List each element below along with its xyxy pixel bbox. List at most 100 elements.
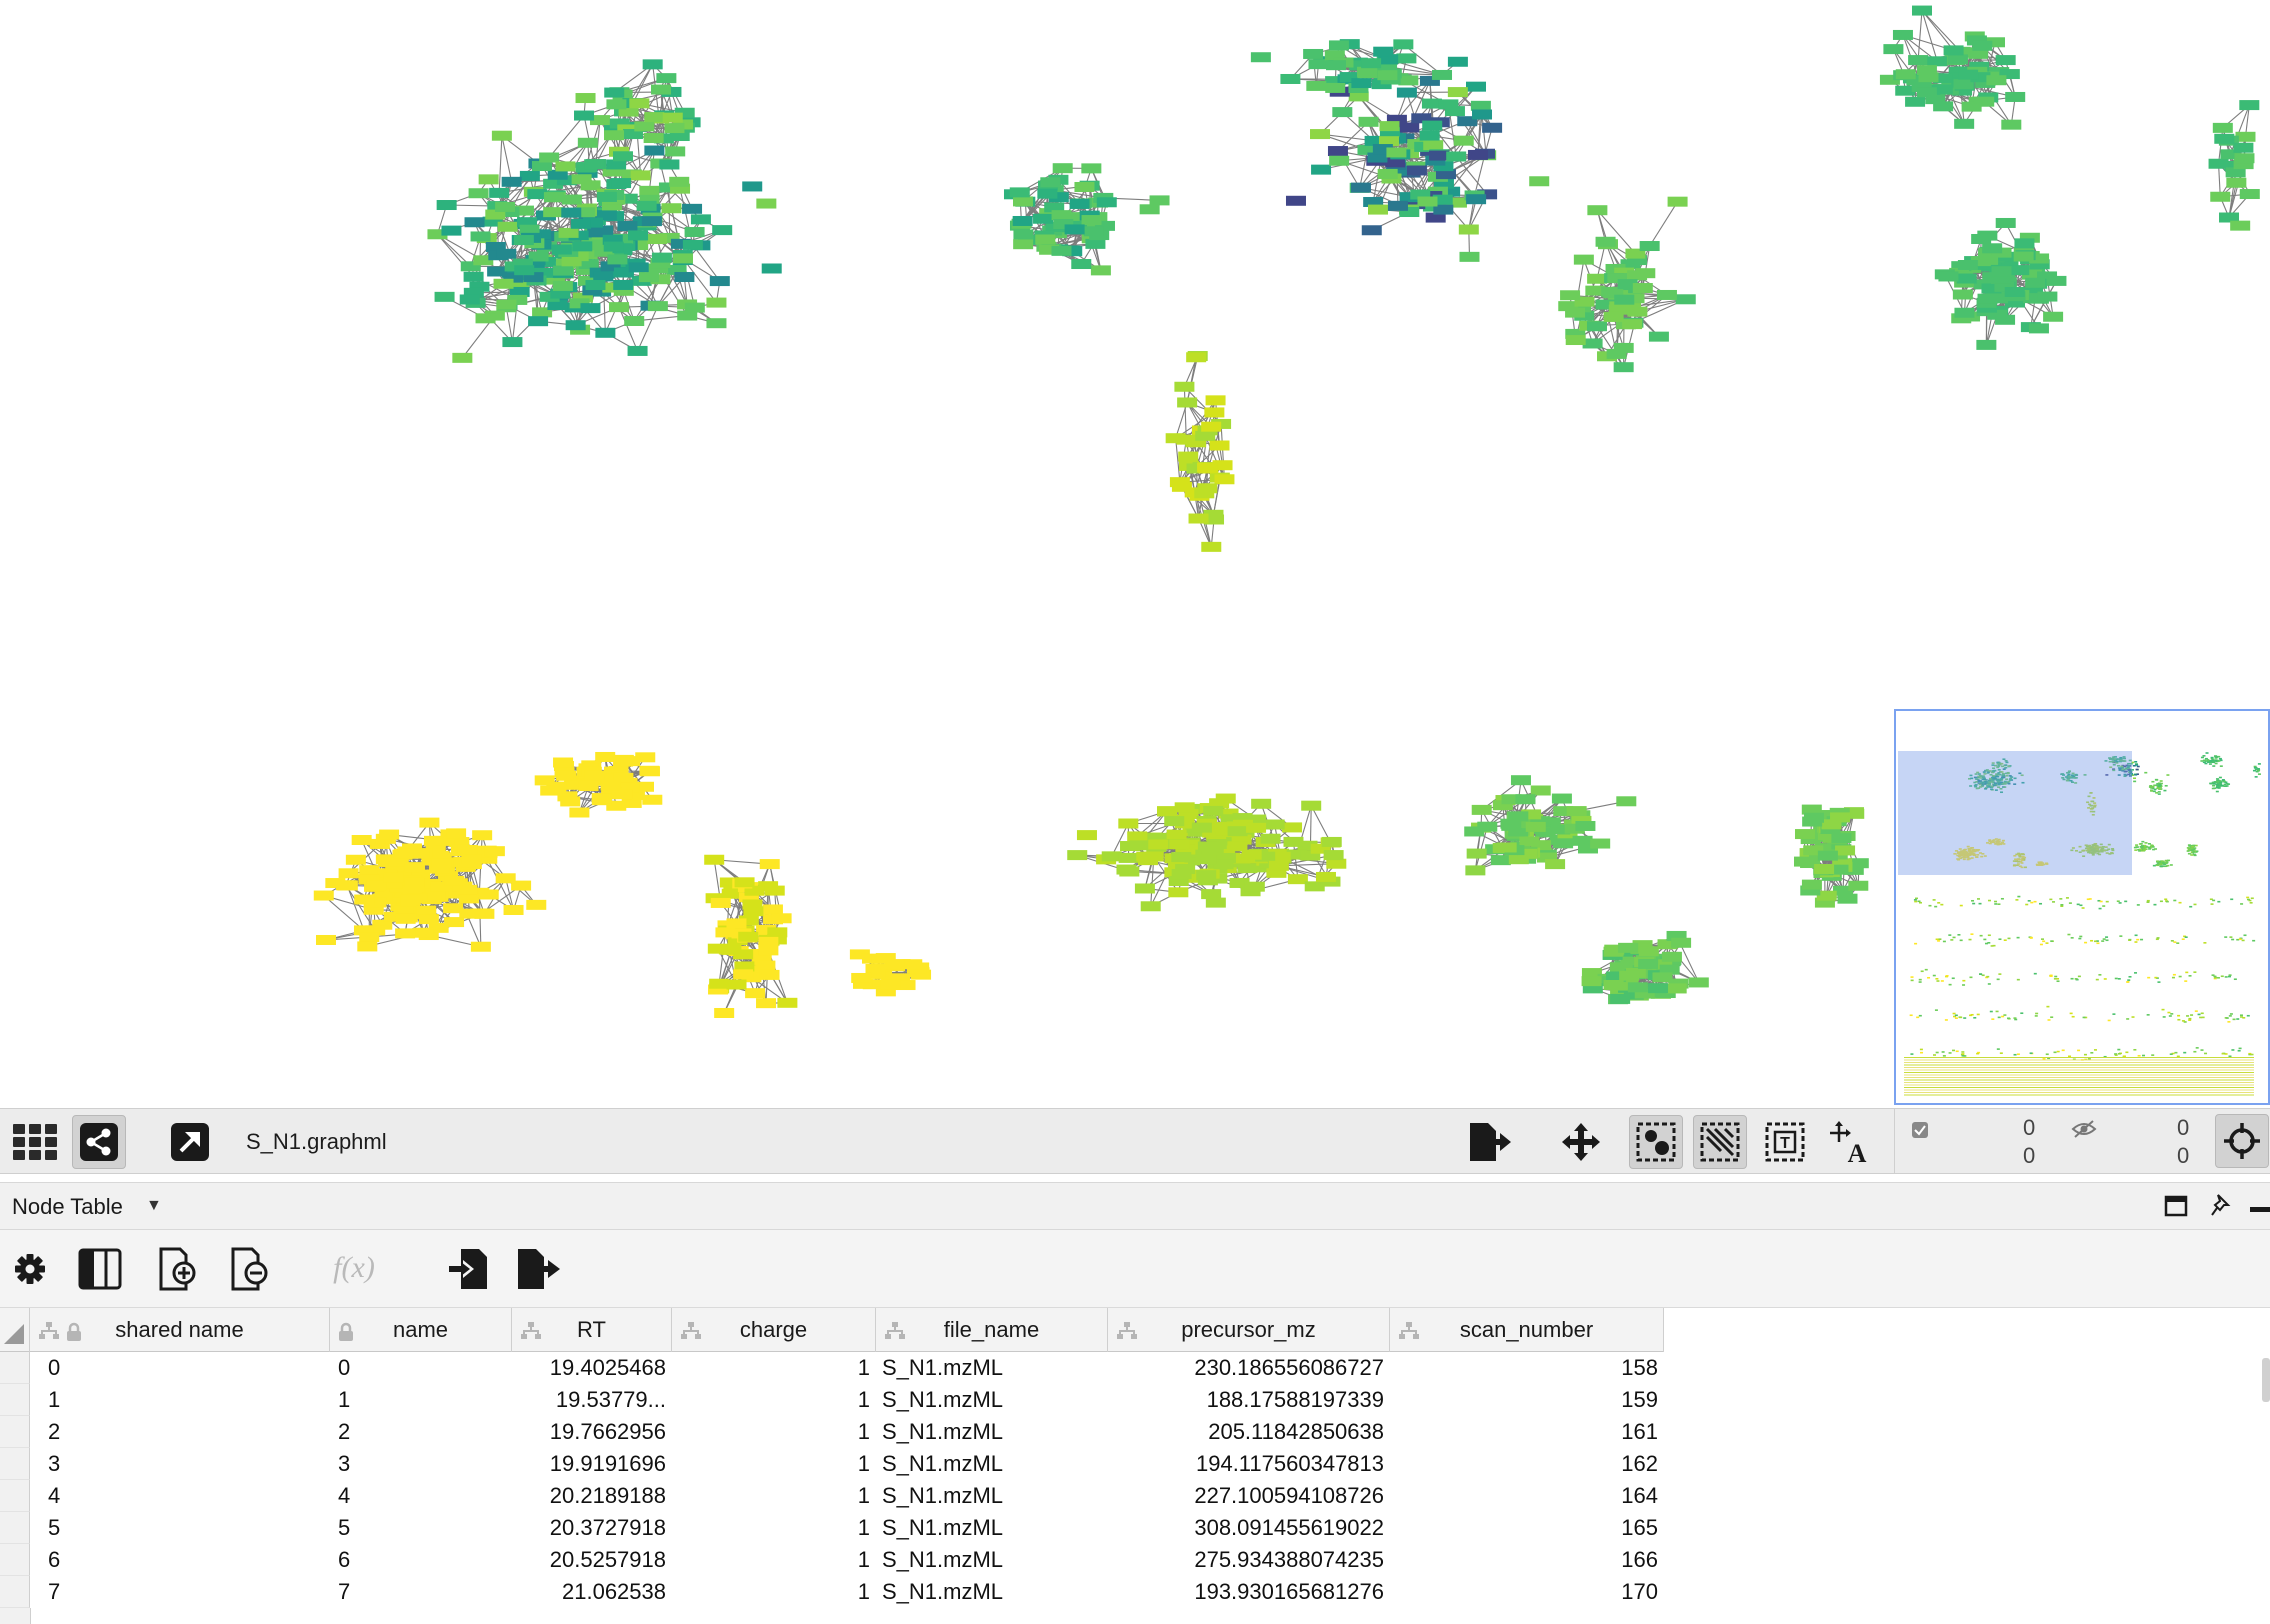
network-node[interactable]: [1377, 70, 1397, 80]
network-node[interactable]: [471, 942, 491, 952]
network-node[interactable]: [578, 138, 598, 148]
network-node[interactable]: [354, 895, 374, 905]
network-node[interactable]: [1280, 74, 1300, 84]
network-node[interactable]: [1393, 39, 1413, 49]
network-node[interactable]: [1648, 983, 1668, 993]
network-node[interactable]: [1627, 270, 1647, 280]
network-node[interactable]: [1269, 861, 1289, 871]
network-node[interactable]: [520, 171, 540, 181]
network-node[interactable]: [685, 227, 705, 237]
network-node[interactable]: [1587, 205, 1607, 215]
network-node[interactable]: [1357, 68, 1377, 78]
network-node[interactable]: [706, 318, 726, 328]
network-node[interactable]: [2210, 192, 2230, 202]
network-node[interactable]: [592, 793, 612, 803]
network-node[interactable]: [584, 771, 604, 781]
network-node[interactable]: [1166, 433, 1186, 443]
network-node[interactable]: [1958, 70, 1978, 80]
network-edge[interactable]: [1918, 11, 1922, 60]
network-node[interactable]: [763, 904, 783, 914]
network-node[interactable]: [1308, 59, 1328, 69]
network-node[interactable]: [1362, 225, 1382, 235]
network-node[interactable]: [1379, 121, 1399, 131]
network-node[interactable]: [2213, 123, 2233, 133]
network-edge[interactable]: [499, 136, 502, 193]
network-node[interactable]: [1214, 474, 1234, 484]
network-node[interactable]: [1082, 215, 1102, 225]
network-node[interactable]: [1196, 854, 1216, 864]
network-node[interactable]: [1618, 943, 1638, 953]
network-node[interactable]: [1303, 49, 1323, 59]
network-node[interactable]: [562, 256, 582, 266]
network-node[interactable]: [495, 202, 515, 212]
network-node[interactable]: [469, 188, 489, 198]
network-node[interactable]: [401, 895, 421, 905]
network-node[interactable]: [492, 131, 512, 141]
network-node[interactable]: [708, 944, 728, 954]
network-node[interactable]: [526, 900, 546, 910]
network-node[interactable]: [1171, 852, 1191, 862]
network-node[interactable]: [1953, 290, 1973, 300]
network-node[interactable]: [1286, 196, 1306, 206]
network-node[interactable]: [683, 240, 703, 250]
network-node[interactable]: [885, 960, 905, 970]
network-node[interactable]: [2234, 153, 2254, 163]
network-node[interactable]: [572, 241, 592, 251]
network-node[interactable]: [1251, 52, 1271, 62]
network-node[interactable]: [1917, 87, 1937, 97]
network-node[interactable]: [1640, 241, 1660, 251]
network-node[interactable]: [762, 263, 782, 273]
network-edge[interactable]: [638, 306, 658, 351]
network-node[interactable]: [494, 279, 514, 289]
network-node[interactable]: [1818, 851, 1838, 861]
network-node[interactable]: [1511, 775, 1531, 785]
network-node[interactable]: [1432, 70, 1452, 80]
network-node[interactable]: [357, 941, 377, 951]
network-node[interactable]: [1198, 842, 1218, 852]
network-node[interactable]: [2029, 323, 2049, 333]
network-node[interactable]: [1417, 197, 1437, 207]
network-node[interactable]: [652, 253, 672, 263]
network-node[interactable]: [569, 807, 589, 817]
network-node[interactable]: [1448, 57, 1468, 67]
network-node[interactable]: [1552, 794, 1572, 804]
network-node[interactable]: [1482, 123, 1502, 133]
network-node[interactable]: [609, 302, 629, 312]
network-node[interactable]: [553, 266, 573, 276]
network-edge[interactable]: [1922, 11, 1954, 51]
network-node[interactable]: [1148, 839, 1168, 849]
network-node[interactable]: [444, 876, 464, 886]
network-node[interactable]: [1396, 53, 1416, 63]
network-node[interactable]: [472, 830, 492, 840]
network-node[interactable]: [562, 195, 582, 205]
network-edge[interactable]: [619, 307, 638, 351]
network-node[interactable]: [465, 217, 485, 227]
network-node[interactable]: [1194, 488, 1214, 498]
network-node[interactable]: [555, 161, 575, 171]
network-node[interactable]: [755, 961, 775, 971]
network-node[interactable]: [669, 177, 689, 187]
network-node[interactable]: [437, 200, 457, 210]
network-node[interactable]: [1515, 794, 1535, 804]
network-node[interactable]: [1052, 210, 1072, 220]
network-edge[interactable]: [1650, 202, 1678, 246]
network-node[interactable]: [1582, 976, 1602, 986]
network-node[interactable]: [1587, 321, 1607, 331]
network-node[interactable]: [1329, 40, 1349, 50]
network-node[interactable]: [496, 249, 516, 259]
network-node[interactable]: [504, 905, 524, 915]
network-node[interactable]: [1164, 816, 1184, 826]
network-node[interactable]: [1351, 183, 1371, 193]
network-node[interactable]: [1821, 819, 1841, 829]
network-node[interactable]: [1386, 147, 1406, 157]
network-node[interactable]: [1454, 136, 1474, 146]
network-node[interactable]: [1996, 55, 2016, 65]
network-node[interactable]: [1085, 239, 1105, 249]
network-node[interactable]: [1326, 859, 1346, 869]
network-node[interactable]: [1467, 849, 1487, 859]
network-node[interactable]: [2046, 276, 2066, 286]
network-node[interactable]: [1459, 224, 1479, 234]
network-node[interactable]: [1324, 850, 1344, 860]
network-node[interactable]: [1971, 234, 1991, 244]
network-node[interactable]: [726, 918, 746, 928]
